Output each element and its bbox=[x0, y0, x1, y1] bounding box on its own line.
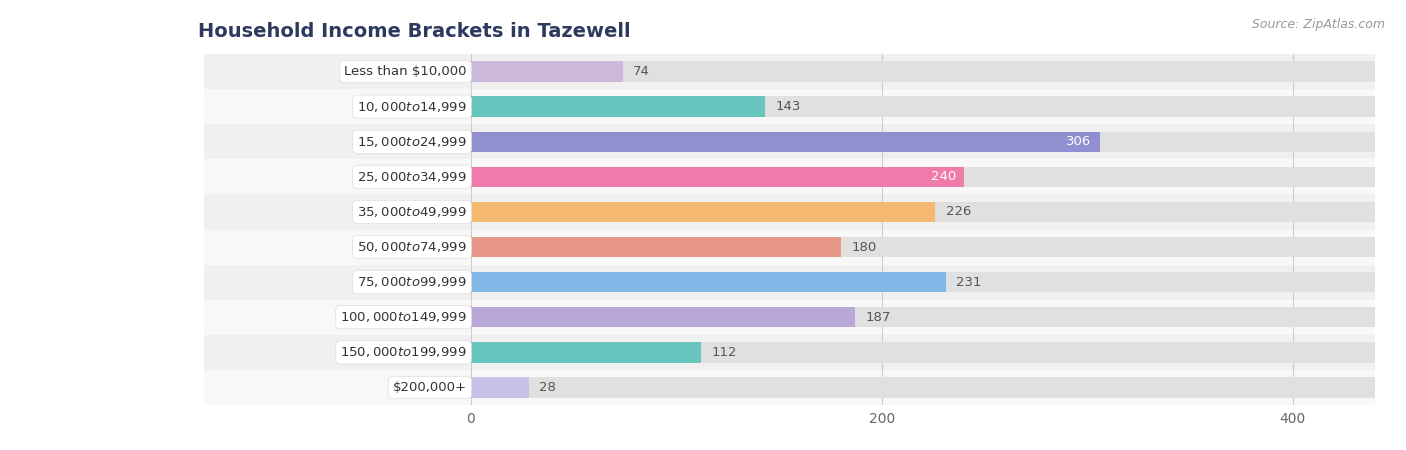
Bar bbox=[471, 96, 1375, 117]
Text: 28: 28 bbox=[538, 381, 555, 394]
Text: $100,000 to $149,999: $100,000 to $149,999 bbox=[340, 310, 467, 324]
Bar bbox=[204, 124, 1375, 159]
Bar bbox=[471, 202, 935, 222]
Bar bbox=[204, 370, 1375, 405]
Text: Household Income Brackets in Tazewell: Household Income Brackets in Tazewell bbox=[198, 22, 631, 41]
Text: 306: 306 bbox=[1066, 135, 1091, 148]
Bar bbox=[204, 265, 1375, 300]
Bar bbox=[471, 237, 841, 257]
Bar bbox=[204, 159, 1375, 194]
Text: Source: ZipAtlas.com: Source: ZipAtlas.com bbox=[1251, 18, 1385, 31]
Text: $75,000 to $99,999: $75,000 to $99,999 bbox=[357, 275, 467, 289]
Bar bbox=[471, 202, 1375, 222]
Bar bbox=[471, 166, 1375, 187]
Text: 143: 143 bbox=[775, 100, 800, 113]
Bar bbox=[471, 377, 1375, 398]
Text: $25,000 to $34,999: $25,000 to $34,999 bbox=[357, 170, 467, 184]
Bar bbox=[471, 342, 702, 363]
Bar bbox=[471, 166, 965, 187]
Text: $35,000 to $49,999: $35,000 to $49,999 bbox=[357, 205, 467, 219]
Bar bbox=[471, 131, 1099, 152]
Bar bbox=[204, 230, 1375, 265]
Bar bbox=[471, 96, 765, 117]
Bar bbox=[471, 342, 1375, 363]
Text: 231: 231 bbox=[956, 276, 981, 288]
Text: 74: 74 bbox=[633, 65, 650, 78]
Bar bbox=[204, 89, 1375, 124]
Bar bbox=[471, 272, 946, 292]
Text: 180: 180 bbox=[851, 241, 876, 253]
Text: Less than $10,000: Less than $10,000 bbox=[344, 65, 467, 78]
Text: $200,000+: $200,000+ bbox=[392, 381, 467, 394]
Text: 187: 187 bbox=[866, 311, 891, 324]
Text: 112: 112 bbox=[711, 346, 737, 359]
Text: $150,000 to $199,999: $150,000 to $199,999 bbox=[340, 345, 467, 360]
Bar bbox=[204, 194, 1375, 230]
Bar bbox=[204, 54, 1375, 89]
Bar bbox=[204, 300, 1375, 335]
Bar bbox=[471, 377, 529, 398]
Bar bbox=[471, 61, 623, 82]
Bar bbox=[204, 335, 1375, 370]
Bar bbox=[471, 131, 1375, 152]
Text: $15,000 to $24,999: $15,000 to $24,999 bbox=[357, 135, 467, 149]
Bar bbox=[471, 237, 1375, 257]
Bar bbox=[471, 307, 1375, 328]
Bar bbox=[471, 307, 855, 328]
Text: 240: 240 bbox=[931, 171, 956, 183]
Text: 226: 226 bbox=[946, 206, 972, 218]
Bar bbox=[471, 61, 1375, 82]
Text: $10,000 to $14,999: $10,000 to $14,999 bbox=[357, 99, 467, 114]
Bar bbox=[471, 272, 1375, 292]
Text: $50,000 to $74,999: $50,000 to $74,999 bbox=[357, 240, 467, 254]
